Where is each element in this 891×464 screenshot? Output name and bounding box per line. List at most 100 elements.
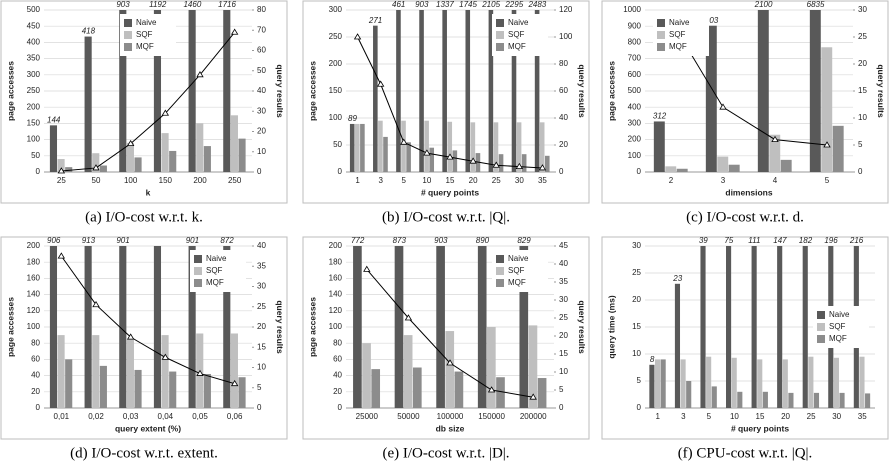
- y2-tick-label: 20: [559, 140, 568, 149]
- y-tick-label: 0: [637, 167, 642, 176]
- value-label: 461: [392, 0, 405, 9]
- bar: [230, 115, 238, 172]
- y-tick-label: 100: [27, 135, 41, 144]
- bar: [378, 120, 383, 172]
- y-tick-label: 0: [338, 167, 343, 176]
- x-tick-label: 200: [193, 176, 207, 185]
- y2-tick-label: 40: [559, 113, 568, 122]
- bar: [665, 166, 677, 172]
- marker: [446, 359, 454, 366]
- value-label: 196: [824, 236, 838, 245]
- marker: [92, 164, 100, 171]
- y-tick-label: 50: [31, 151, 40, 160]
- bar: [362, 343, 371, 408]
- value-label: 271: [368, 16, 382, 25]
- y-tick-label: 100: [329, 113, 343, 122]
- bar: [769, 134, 781, 172]
- bar: [134, 157, 142, 172]
- y2-tick-label: 40: [257, 241, 266, 250]
- bar: [353, 246, 362, 408]
- bar: [99, 365, 107, 408]
- value-label: 1745: [459, 0, 477, 9]
- marker: [57, 252, 66, 259]
- bar: [424, 120, 429, 172]
- legend-label: Naive: [829, 310, 850, 319]
- x-tick-label: 200000: [520, 412, 547, 421]
- bar: [119, 10, 127, 172]
- value-label: 890: [476, 236, 490, 245]
- value-label: 312: [653, 112, 667, 121]
- y-tick-label: 40: [31, 371, 40, 380]
- x-tick-label: 150000: [478, 412, 505, 421]
- y2-tick-label: 15: [257, 342, 266, 351]
- y-tick-label: 0: [338, 403, 343, 412]
- bar: [230, 333, 238, 408]
- x-tick-label: 20: [469, 176, 478, 185]
- x-tick-label: 50000: [397, 412, 420, 421]
- y-tick-label: 160: [329, 274, 343, 283]
- bar: [859, 356, 865, 408]
- legend-swatch: [817, 311, 825, 319]
- y-tick-label: 300: [329, 5, 343, 14]
- y2-axis-title: query results: [275, 300, 285, 354]
- value-label: 418: [82, 27, 96, 36]
- bar: [223, 246, 231, 408]
- bar: [833, 357, 839, 408]
- value-label: 89: [348, 114, 357, 123]
- y-tick-label: 25: [632, 268, 641, 277]
- y2-axis-title: query results: [577, 64, 587, 118]
- bar: [126, 339, 134, 408]
- y2-tick-label: 5: [257, 383, 262, 392]
- legend-swatch: [496, 279, 504, 287]
- y2-tick-label: 30: [559, 295, 568, 304]
- y-tick-label: 140: [27, 290, 41, 299]
- bar: [808, 356, 814, 408]
- bar: [821, 47, 833, 172]
- legend-label: SQF: [508, 266, 525, 275]
- bar: [429, 147, 435, 172]
- bar: [371, 369, 381, 408]
- x-tick-label: 3: [721, 176, 726, 185]
- bar: [757, 359, 763, 408]
- x-tick-label: 1: [656, 412, 661, 421]
- bar: [717, 156, 729, 172]
- legend-swatch: [657, 19, 665, 27]
- value-label: 913: [82, 236, 96, 245]
- x-tick-label: 0,03: [123, 412, 139, 421]
- x-tick-label: 100000: [437, 412, 464, 421]
- bar: [782, 359, 788, 408]
- bar: [238, 138, 246, 172]
- y-tick-label: 0: [36, 403, 41, 412]
- bar: [686, 381, 692, 408]
- legend-swatch: [817, 335, 825, 343]
- legend-label: SQF: [136, 30, 153, 39]
- marker: [161, 109, 170, 116]
- x-tick-label: 100: [124, 176, 138, 185]
- value-label: 1192: [149, 0, 167, 9]
- bar: [406, 142, 411, 172]
- y2-tick-label: 15: [858, 86, 867, 95]
- bar: [92, 335, 100, 408]
- y2-tick-label: 0: [257, 403, 262, 412]
- bars: [353, 246, 547, 408]
- x-tick-label: 150: [159, 176, 173, 185]
- y-tick-label: 20: [632, 295, 641, 304]
- y2-tick-label: 40: [559, 259, 568, 268]
- bar: [519, 246, 529, 408]
- caption: (c) I/O-cost w.r.t. d.: [686, 209, 804, 225]
- bar: [839, 392, 845, 408]
- x-axis-title: # query points: [731, 423, 789, 433]
- bars: [49, 10, 246, 172]
- value-label: 147: [773, 236, 787, 245]
- legend-swatch: [194, 255, 202, 263]
- bar: [762, 391, 768, 408]
- bar: [355, 123, 360, 172]
- y2-axis-title: query results: [577, 300, 587, 354]
- bar: [711, 386, 717, 408]
- y-tick-label: 500: [27, 5, 41, 14]
- caption: (b) I/O-cost w.r.t. |Q|.: [382, 209, 510, 225]
- legend-swatch: [817, 323, 825, 331]
- y-tick-label: 1000: [623, 5, 641, 14]
- y-tick-label: 450: [27, 21, 41, 30]
